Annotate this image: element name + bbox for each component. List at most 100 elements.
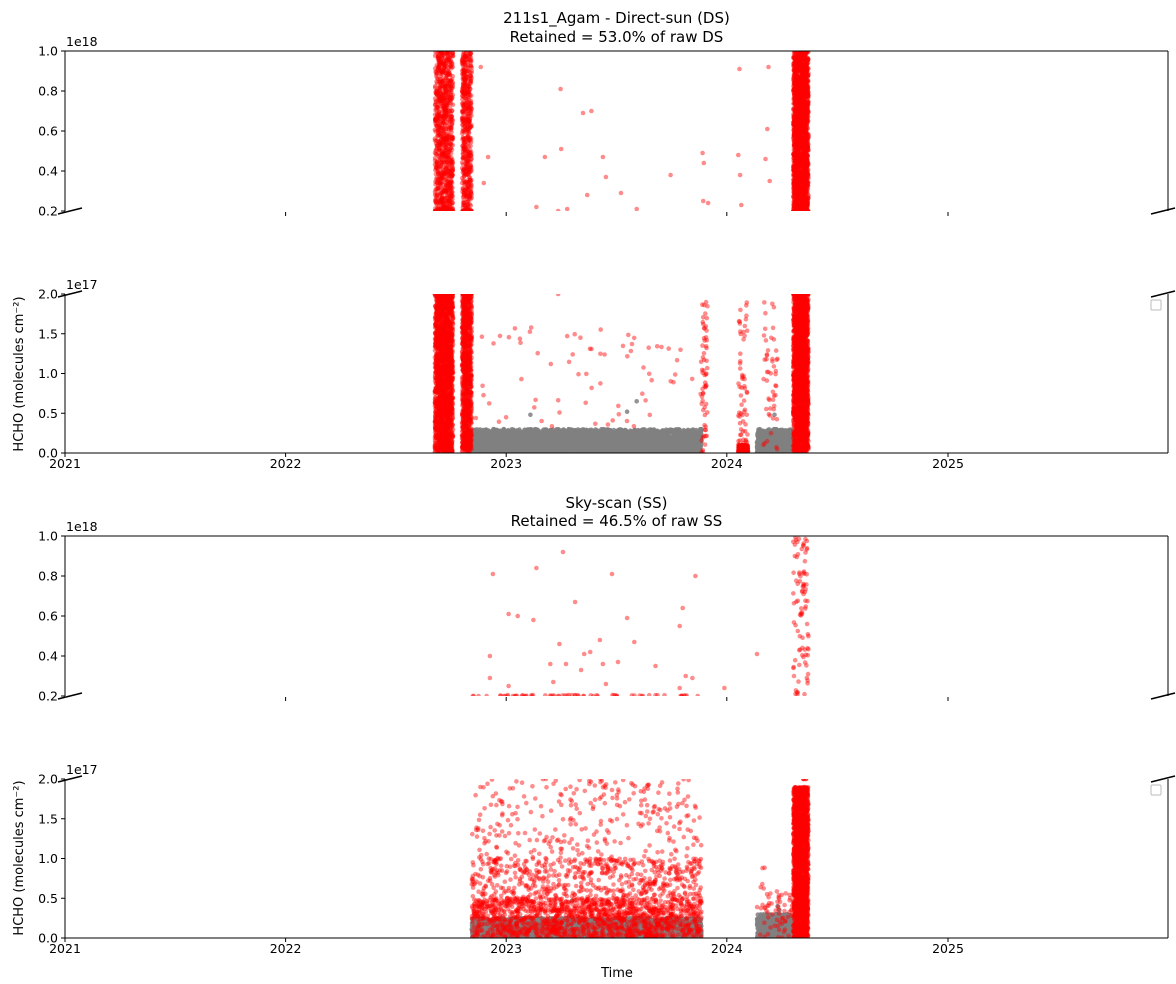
- retained-point: [737, 67, 742, 72]
- retained-point: [439, 86, 444, 91]
- retained-point: [437, 57, 442, 62]
- retained-point: [469, 157, 474, 162]
- retained-point: [439, 181, 444, 186]
- retained-point: [450, 209, 455, 214]
- retained-point: [765, 127, 770, 132]
- retained-point: [465, 184, 470, 189]
- retained-point: [466, 90, 471, 95]
- retained-point: [440, 151, 445, 156]
- retained-point: [449, 115, 454, 120]
- retained-point: [543, 155, 548, 160]
- retained-point: [449, 182, 454, 187]
- retained-point: [461, 86, 466, 91]
- retained-point: [479, 65, 484, 70]
- retained-point: [462, 209, 467, 214]
- retained-point: [447, 174, 452, 179]
- retained-point: [802, 62, 807, 67]
- retained-point: [447, 125, 452, 130]
- retained-point: [446, 155, 451, 160]
- retained-point: [800, 200, 805, 205]
- retained-point: [806, 134, 811, 139]
- retained-point: [469, 64, 474, 69]
- retained-point: [462, 179, 467, 184]
- retained-point: [468, 178, 473, 183]
- retained-point: [468, 117, 473, 122]
- retained-point: [802, 99, 807, 104]
- retained-point: [436, 172, 441, 177]
- retained-point: [450, 109, 455, 114]
- retained-point: [449, 198, 454, 203]
- retained-point: [433, 190, 438, 195]
- retained-point: [802, 78, 807, 83]
- retained-point: [463, 62, 468, 67]
- retained-point: [800, 93, 805, 98]
- retained-point: [461, 136, 466, 141]
- retained-point: [803, 109, 808, 114]
- axis-break-mark: [1151, 208, 1175, 214]
- retained-point: [558, 87, 563, 92]
- retained-point: [792, 143, 797, 148]
- retained-point: [433, 70, 438, 75]
- retained-point: [461, 156, 466, 161]
- retained-point: [466, 137, 471, 142]
- retained-point: [444, 209, 449, 214]
- retained-point: [448, 81, 453, 86]
- retained-point: [797, 145, 802, 150]
- retained-point: [446, 187, 451, 192]
- retained-point: [805, 148, 810, 153]
- retained-point: [461, 186, 466, 191]
- retained-point: [801, 162, 806, 167]
- y-tick-label: 0.2: [38, 204, 58, 219]
- retained-point: [443, 62, 448, 67]
- retained-point: [439, 91, 444, 96]
- retained-point: [469, 76, 474, 81]
- lower-scatter: [433, 292, 811, 456]
- retained-point: [442, 110, 447, 115]
- retained-point: [795, 178, 800, 183]
- retained-point: [465, 153, 470, 158]
- retained-point: [441, 128, 446, 133]
- retained-point: [446, 162, 451, 167]
- retained-point: [804, 195, 809, 200]
- retained-point: [442, 160, 447, 165]
- retained-point: [466, 200, 471, 205]
- retained-point: [439, 95, 444, 100]
- retained-point: [444, 75, 449, 80]
- chart-title: 211s1_Agam - Direct-sun (DS): [503, 9, 730, 28]
- retained-point: [798, 138, 803, 143]
- retained-point: [798, 129, 803, 134]
- retained-point: [793, 98, 798, 103]
- retained-point: [802, 53, 807, 58]
- retained-point: [804, 178, 809, 183]
- retained-point: [434, 79, 439, 84]
- retained-point: [601, 155, 606, 160]
- retained-point: [444, 182, 449, 187]
- retained-point: [445, 120, 450, 125]
- retained-point: [435, 160, 440, 165]
- retained-point: [805, 92, 810, 97]
- retained-point: [559, 147, 564, 152]
- retained-point: [619, 191, 624, 196]
- retained-point: [447, 60, 452, 65]
- retained-point: [534, 205, 539, 210]
- retained-point: [447, 135, 452, 140]
- retained-point: [437, 116, 442, 121]
- retained-point: [800, 111, 805, 116]
- retained-point: [739, 203, 744, 208]
- retained-point: [792, 57, 797, 62]
- retained-point: [738, 173, 743, 178]
- y-tick-label: 1.0: [38, 44, 58, 59]
- retained-point: [433, 112, 438, 117]
- retained-point: [440, 170, 445, 175]
- retained-point: [435, 196, 440, 201]
- retained-point: [798, 67, 803, 72]
- retained-point: [463, 142, 468, 147]
- retained-point: [434, 91, 439, 96]
- retained-point: [443, 83, 448, 88]
- retained-point: [437, 209, 442, 214]
- retained-point: [434, 123, 439, 128]
- retained-point: [736, 153, 741, 158]
- retained-point: [437, 128, 442, 133]
- retained-point: [766, 65, 771, 70]
